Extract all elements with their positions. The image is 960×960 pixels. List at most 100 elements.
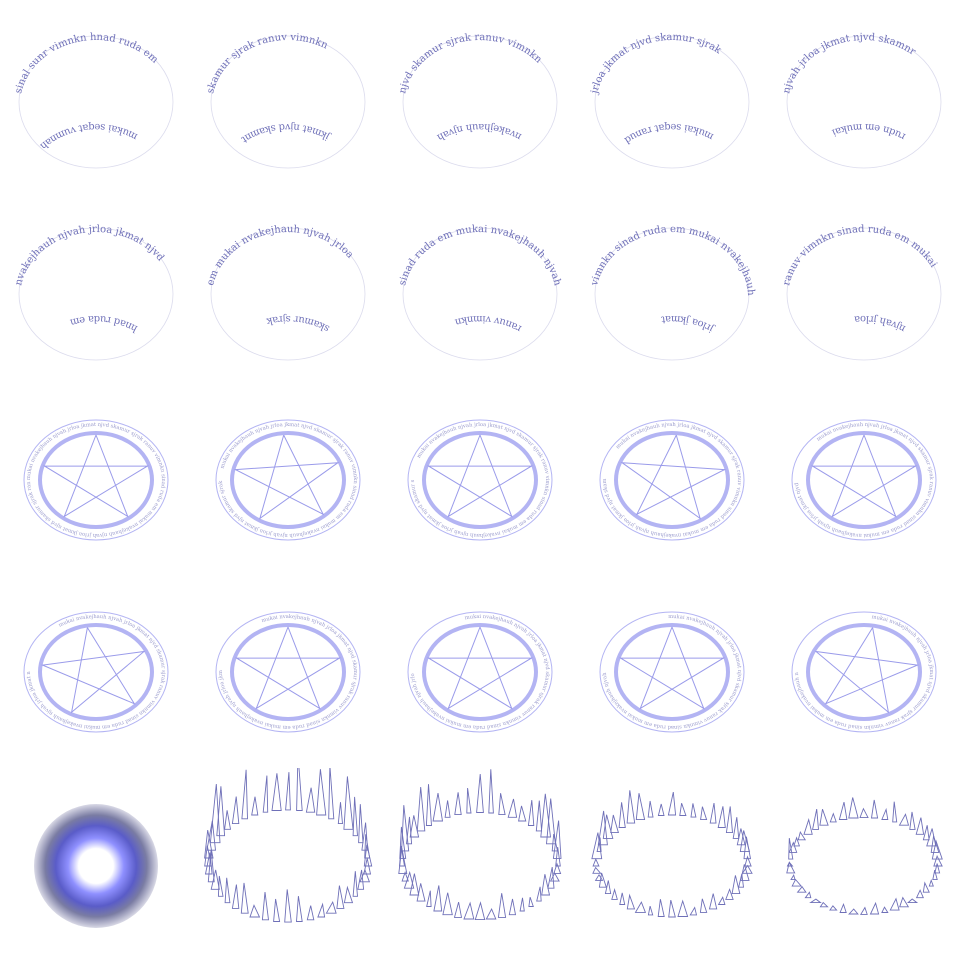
ring-bottom-text: mukai seqat vumnah	[37, 121, 139, 152]
pentagram-star	[426, 434, 534, 518]
ring-top-text: ranuv vimnkn sinad ruda em mukai	[781, 224, 939, 287]
ring-rune-text: mukai nvakejhauh njvah jrloa jkmat njvd …	[384, 384, 550, 538]
svg-text:mukai nvakejhauh njvah jrloa j: mukai nvakejhauh njvah jrloa jkmat njvd …	[576, 576, 742, 730]
svg-text:njvah jrloa jkmat njvd skamnr: njvah jrloa jkmat njvd skamnr	[781, 32, 917, 95]
ring-bottom-text: njvah jrloa	[854, 313, 908, 334]
flare-ring-frame	[192, 768, 384, 960]
svg-text:ranuv vimnkn sinad ruda em muk: ranuv vimnkn sinad ruda em mukai	[781, 224, 939, 287]
svg-text:mukai nvakejhauh njvah jrloa j: mukai nvakejhauh njvah jrloa jkmat njvd …	[384, 384, 550, 538]
ring-bottom-text: hnad ruda em	[68, 313, 139, 334]
pentagram-circle-frame: mukai nvakejhauh njvah jrloa jkmat njvd …	[768, 384, 960, 576]
rune-ring-frame: sinal sunr vimnkn hnad ruda em mukai seq…	[0, 0, 192, 192]
inner-ring	[614, 623, 730, 721]
ring-rune-text: mukai nvakejhauh njvah jrloa jkmat njvd …	[576, 384, 742, 538]
svg-text:ranuv vimnkn: ranuv vimnkn	[453, 313, 523, 334]
svg-text:em mukai nvakejhauh njvah jrlo: em mukai nvakejhauh njvah jrloa	[205, 224, 355, 287]
ring-top-text: njvd skamur sjrak ranuv vimnkn	[397, 32, 544, 95]
svg-text:mukai nvakejhauh njvah jrloa j: mukai nvakejhauh njvah jrloa jkmat njvd …	[0, 384, 166, 538]
pentagram-star	[618, 626, 726, 710]
rune-ring-frame: sinad ruda em mukai nvakejhauh njvah ran…	[384, 192, 576, 384]
ring-bottom-text: skamur sjrak	[264, 313, 331, 334]
rune-ring-frame: njvd skamur sjrak ranuv vimnkn nvakejhau…	[384, 0, 576, 192]
flare-spikes	[786, 797, 943, 915]
svg-text:mukai nvakejhauh njvah jrloa j: mukai nvakejhauh njvah jrloa jkmat njvd …	[192, 384, 358, 538]
ring-rune-text: mukai nvakejhauh njvah jrloa jkmat njvd …	[0, 384, 166, 538]
ring-bottom-text: jkmat njvd skamnt	[239, 121, 332, 145]
ring-top-text: em mukai nvakejhauh njvah jrloa	[205, 224, 355, 287]
glow-orb	[34, 804, 158, 928]
svg-text:mukai seqat vumnah: mukai seqat vumnah	[37, 121, 139, 152]
svg-text:mukai nvakejhauh njvah jrloa j: mukai nvakejhauh njvah jrloa jkmat njvd …	[192, 576, 358, 730]
inner-ring	[806, 431, 922, 529]
inner-ring	[230, 431, 346, 529]
flare-spikes	[398, 769, 562, 921]
ring-rune-text: mukai nvakejhauh njvah jrloa jkmat njvd …	[192, 384, 358, 538]
pentagram-star	[426, 626, 534, 710]
ring-bottom-text: rudn em mukai	[830, 121, 907, 142]
ring-top-text: skamur sjrak ranuv vimnkn	[205, 32, 330, 95]
ring-top-text: sinad ruda em mukai nvakejhauh njvah	[397, 224, 563, 287]
flare-ring-frame	[768, 768, 960, 960]
pentagram-star	[40, 627, 146, 714]
svg-text:skamur sjrak: skamur sjrak	[264, 313, 331, 334]
svg-text:sinal sunr vimnkn hnad ruda em: sinal sunr vimnkn hnad ruda em	[13, 32, 160, 95]
pentagram-circle-frame: mukai nvakejhauh njvah jrloa jkmat njvd …	[384, 576, 576, 768]
outer-ring	[215, 611, 361, 733]
svg-text:mukai nvakejhauh njvah jrloa j: mukai nvakejhauh njvah jrloa jkmat njvd …	[768, 576, 934, 730]
svg-text:jrloa jkmat: jrloa jkmat	[661, 313, 717, 335]
svg-text:vimnkn sinad ruda em mukai nva: vimnkn sinad ruda em mukai nvakejhauh	[589, 224, 756, 297]
inner-ring	[38, 623, 154, 721]
rune-ring-frame: skamur sjrak ranuv vimnkn jkmat njvd ska…	[192, 0, 384, 192]
pentagram-circle-frame: mukai nvakejhauh njvah jrloa jkmat njvd …	[576, 576, 768, 768]
pentagram-star	[234, 626, 342, 710]
svg-text:mukai nvakejhauh njvah jrloa j: mukai nvakejhauh njvah jrloa jkmat njvd …	[576, 384, 742, 538]
svg-text:nvakejhauh njvah: nvakejhauh njvah	[435, 121, 524, 143]
svg-text:mukai seqat ranud: mukai seqat ranud	[622, 121, 716, 146]
pentagram-circle-frame: mukai nvakejhauh njvah jrloa jkmat njvd …	[384, 384, 576, 576]
pentagram-star	[620, 434, 727, 520]
pentagram-circle-frame: mukai nvakejhauh njvah jrloa jkmat njvd …	[0, 576, 192, 768]
svg-text:sinad ruda em mukai nvakejhauh: sinad ruda em mukai nvakejhauh njvah	[397, 224, 563, 287]
svg-text:mukai nvakejhauh njvah jrloa j: mukai nvakejhauh njvah jrloa jkmat njvd …	[768, 384, 934, 538]
flare-ring-frame	[384, 768, 576, 960]
ring-bottom-text: mukai seqat ranud	[622, 121, 716, 146]
inner-ring	[422, 623, 538, 721]
outer-ring	[23, 611, 169, 733]
inner-ring	[806, 623, 922, 721]
rune-ring-frame: ranuv vimnkn sinad ruda em mukai njvah j…	[768, 192, 960, 384]
rune-ring-frame: njvah jrloa jkmat njvd skamnr rudn em mu…	[768, 0, 960, 192]
svg-text:jkmat njvd skamnt: jkmat njvd skamnt	[239, 121, 332, 145]
ring-rune-text: mukai nvakejhauh njvah jrloa jkmat njvd …	[768, 384, 934, 538]
pentagram-circle-frame: mukai nvakejhauh njvah jrloa jkmat njvd …	[192, 384, 384, 576]
ring-bottom-text: nvakejhauh njvah	[435, 121, 524, 143]
glow-orb-frame	[0, 768, 192, 960]
ring-rune-text: mukai nvakejhauh njvah jrloa jkmat njvd …	[192, 576, 358, 730]
outer-ring	[23, 419, 169, 541]
pentagram-star	[814, 627, 920, 714]
ring-bottom-text: ranuv vimnkn	[453, 313, 523, 334]
ring-bottom-text: jrloa jkmat	[661, 313, 717, 335]
pentagram-circle-frame: mukai nvakejhauh njvah jrloa jkmat njvd …	[768, 576, 960, 768]
ring-rune-text: mukai nvakejhauh njvah jrloa jkmat njvd …	[384, 576, 550, 730]
ring-rune-text: mukai nvakejhauh njvah jrloa jkmat njvd …	[768, 576, 934, 730]
pentagram-circle-frame: mukai nvakejhauh njvah jrloa jkmat njvd …	[576, 384, 768, 576]
ring-top-text: vimnkn sinad ruda em mukai nvakejhauh	[589, 224, 756, 297]
flare-spikes	[591, 790, 753, 918]
svg-text:njvd skamur sjrak ranuv vimnkn: njvd skamur sjrak ranuv vimnkn	[397, 32, 544, 95]
pentagram-circle-frame: mukai nvakejhauh njvah jrloa jkmat njvd …	[0, 384, 192, 576]
flare-spikes	[204, 768, 373, 923]
inner-ring	[230, 623, 346, 721]
svg-text:jrloa jkmat njvd skamur sjrak: jrloa jkmat njvd skamur sjrak	[589, 32, 724, 96]
svg-text:hnad ruda em: hnad ruda em	[68, 313, 139, 334]
outer-ring	[599, 611, 745, 733]
rune-ring-frame: vimnkn sinad ruda em mukai nvakejhauh jr…	[576, 192, 768, 384]
inner-ring	[422, 431, 538, 529]
pentagram-star	[42, 434, 150, 518]
pentagram-star	[810, 434, 918, 518]
outer-ring	[407, 419, 553, 541]
outer-ring	[599, 419, 745, 541]
ring-top-text: sinal sunr vimnkn hnad ruda em	[13, 32, 160, 95]
ring-top-text: nvakejhauh njvah jrloa jkmat njvd	[13, 224, 166, 287]
outer-ring	[407, 611, 553, 733]
